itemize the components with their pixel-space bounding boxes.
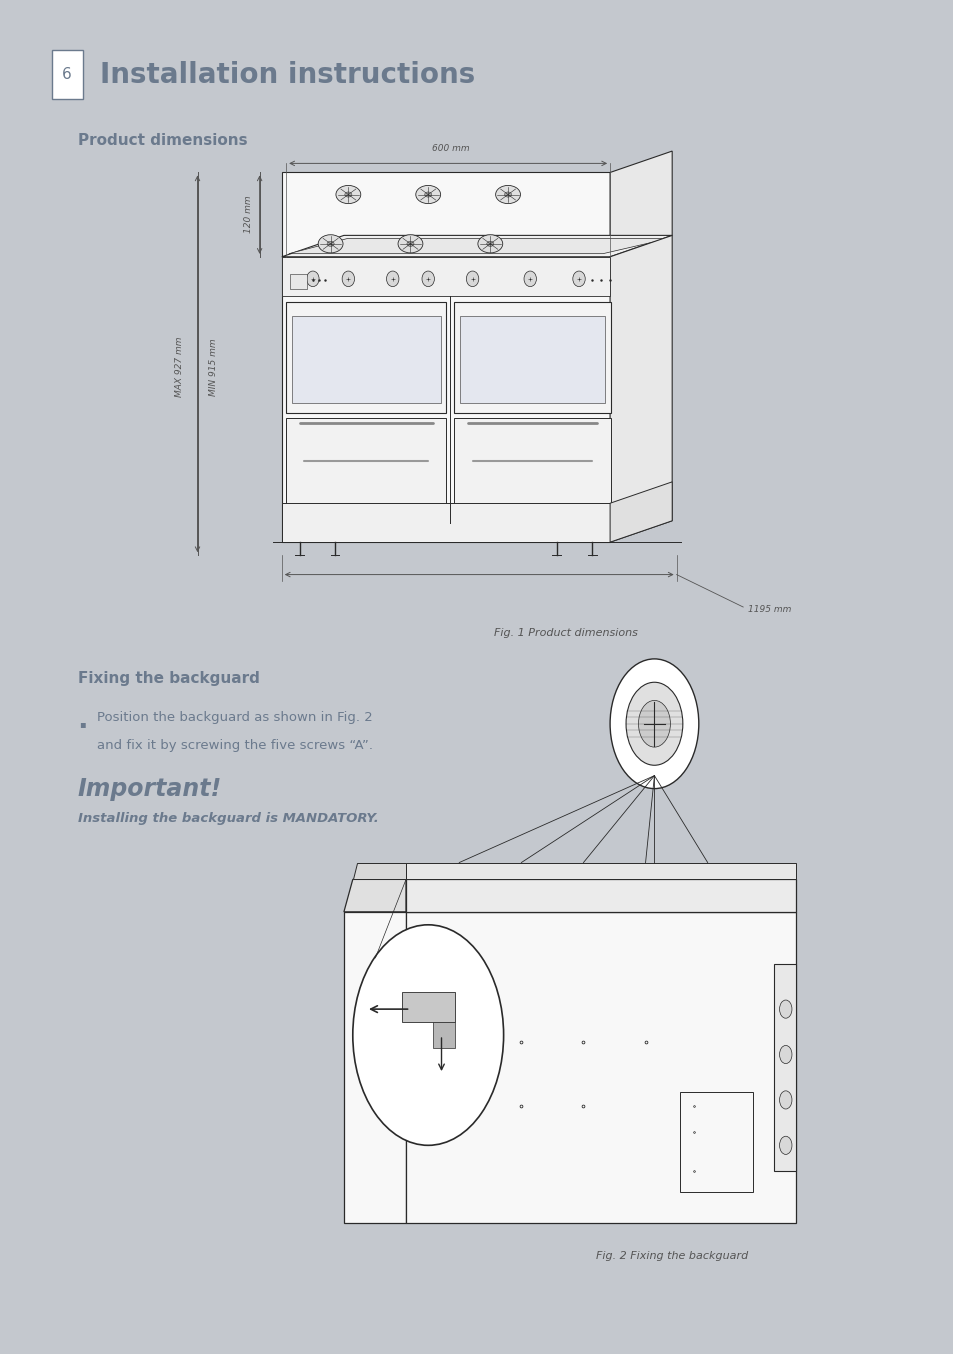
Ellipse shape [397, 234, 422, 253]
Polygon shape [433, 1022, 455, 1048]
FancyBboxPatch shape [290, 275, 307, 288]
Text: Fixing the backguard: Fixing the backguard [78, 670, 259, 686]
Polygon shape [289, 238, 668, 253]
Text: 600 mm: 600 mm [431, 144, 469, 153]
Circle shape [779, 1136, 791, 1155]
Ellipse shape [477, 234, 502, 253]
Circle shape [779, 1045, 791, 1064]
Polygon shape [406, 911, 796, 1223]
FancyBboxPatch shape [51, 50, 83, 99]
Ellipse shape [306, 271, 318, 287]
Ellipse shape [466, 271, 478, 287]
Polygon shape [610, 152, 672, 257]
Polygon shape [281, 257, 610, 295]
Text: Position the backguard as shown in Fig. 2: Position the backguard as shown in Fig. … [97, 711, 373, 724]
Circle shape [779, 1091, 791, 1109]
Text: Fig. 2 Fixing the backguard: Fig. 2 Fixing the backguard [596, 1251, 747, 1261]
Ellipse shape [342, 271, 355, 287]
Ellipse shape [386, 271, 398, 287]
Text: ▪: ▪ [79, 719, 86, 728]
Circle shape [638, 700, 670, 747]
Circle shape [610, 659, 699, 788]
Text: Important!: Important! [78, 777, 222, 800]
Polygon shape [406, 862, 796, 879]
Ellipse shape [416, 185, 440, 203]
Ellipse shape [504, 192, 511, 198]
Ellipse shape [421, 271, 434, 287]
Ellipse shape [486, 241, 494, 246]
Ellipse shape [496, 185, 520, 203]
Polygon shape [281, 257, 610, 542]
Polygon shape [281, 504, 610, 542]
Ellipse shape [523, 271, 536, 287]
Polygon shape [401, 992, 455, 1022]
Text: Installing the backguard is MANDATORY.: Installing the backguard is MANDATORY. [78, 812, 378, 825]
Text: Installation instructions: Installation instructions [100, 61, 475, 88]
Polygon shape [281, 236, 672, 257]
FancyBboxPatch shape [454, 302, 610, 413]
FancyBboxPatch shape [459, 317, 604, 403]
Text: Product dimensions: Product dimensions [78, 133, 247, 148]
Text: 120 mm: 120 mm [244, 195, 253, 233]
Ellipse shape [327, 241, 334, 246]
Circle shape [779, 1001, 791, 1018]
Ellipse shape [318, 234, 343, 253]
FancyBboxPatch shape [286, 302, 446, 413]
Polygon shape [610, 236, 672, 542]
Polygon shape [774, 964, 796, 1171]
Polygon shape [281, 172, 610, 257]
FancyBboxPatch shape [286, 418, 446, 504]
Polygon shape [610, 482, 672, 542]
Text: 6: 6 [62, 68, 71, 83]
FancyBboxPatch shape [292, 317, 440, 403]
Ellipse shape [572, 271, 584, 287]
FancyBboxPatch shape [454, 418, 610, 504]
Text: Fig. 1 Product dimensions: Fig. 1 Product dimensions [494, 628, 637, 638]
Text: and fix it by screwing the five screws “A”.: and fix it by screwing the five screws “… [97, 739, 373, 753]
Text: 1195 mm: 1195 mm [747, 605, 790, 615]
Text: MAX 927 mm: MAX 927 mm [175, 337, 184, 397]
Polygon shape [353, 862, 406, 879]
Polygon shape [344, 911, 406, 1223]
Circle shape [353, 925, 503, 1145]
Ellipse shape [407, 241, 414, 246]
Ellipse shape [344, 192, 352, 198]
Text: MIN 915 mm: MIN 915 mm [209, 338, 218, 395]
Circle shape [625, 682, 682, 765]
Polygon shape [406, 879, 796, 911]
Ellipse shape [335, 185, 360, 203]
Polygon shape [344, 879, 406, 911]
Ellipse shape [424, 192, 432, 198]
FancyBboxPatch shape [679, 1093, 752, 1192]
